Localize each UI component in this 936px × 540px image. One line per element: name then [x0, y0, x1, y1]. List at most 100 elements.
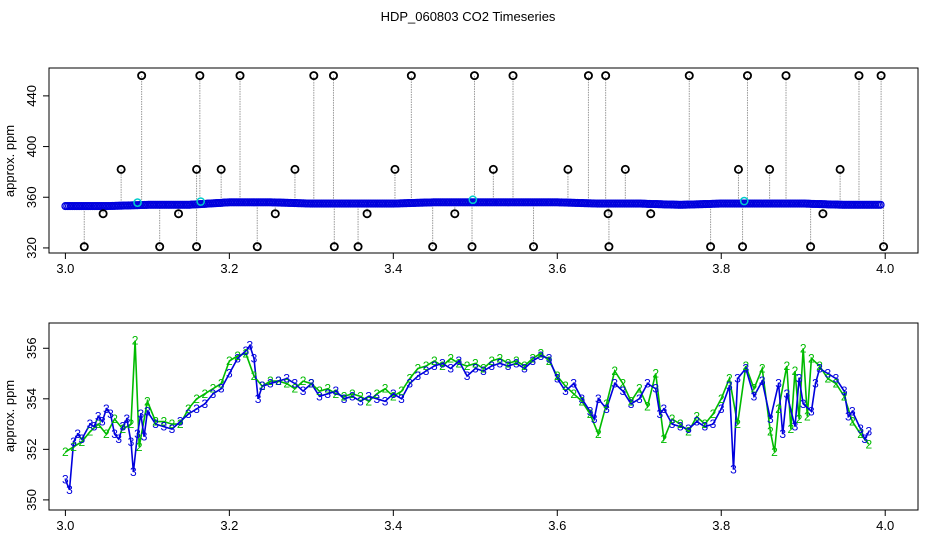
bottom-series-3-marker: 3 — [620, 384, 627, 398]
bottom-series-2-marker: 2 — [611, 364, 618, 378]
bottom-series-2-marker: 2 — [833, 377, 840, 391]
bottom-series-2-marker: 2 — [144, 394, 151, 408]
top-outlier-low — [879, 242, 889, 252]
top-outlier-high — [406, 71, 416, 81]
bottom-series-3-marker: 3 — [611, 377, 618, 391]
bottom-series-2-marker: 2 — [218, 377, 225, 391]
bottom-series-2-marker: 2 — [193, 392, 200, 406]
bottom-series-2-marker: 2 — [160, 415, 167, 429]
bottom-series-3-marker: 3 — [160, 420, 167, 434]
bottom-series-2-marker: 2 — [701, 417, 708, 431]
bottom-series-2-marker: 2 — [726, 372, 733, 386]
bottom-series-3-marker: 3 — [333, 384, 340, 398]
bottom-y-axis-label: approx. ppm — [2, 380, 17, 452]
top-outlier-low2 — [98, 209, 108, 219]
bottom-series-2-marker: 2 — [620, 377, 627, 391]
top-outlier-low — [604, 242, 614, 252]
bottom-x-tick-label: 3.4 — [384, 518, 402, 533]
top-data-point — [876, 200, 885, 209]
top-highlight-point — [133, 198, 142, 207]
top-outlier-low — [706, 242, 716, 252]
bottom-series-3-marker: 3 — [628, 397, 635, 411]
bottom-series-2-marker: 2 — [742, 359, 749, 373]
bottom-series-3-marker: 3 — [111, 427, 118, 441]
top-outlier-low — [192, 242, 202, 252]
top-outlier-mid — [216, 164, 226, 174]
bottom-series-3-marker: 3 — [439, 356, 446, 370]
bottom-series-2-marker: 2 — [521, 359, 528, 373]
bottom-series-2-marker: 2 — [480, 362, 487, 376]
bottom-series-3-marker: 3 — [66, 483, 73, 497]
bottom-series-3-marker: 3 — [861, 432, 868, 446]
bottom-series-3-marker: 3 — [128, 435, 135, 449]
bottom-series-2-marker: 2 — [62, 445, 69, 459]
bottom-series-3-marker: 3 — [324, 387, 331, 401]
bottom-series-3-marker: 3 — [267, 377, 274, 391]
bottom-series-3-marker: 3 — [423, 364, 430, 378]
bottom-series-2-marker: 2 — [693, 410, 700, 424]
bottom-series-3-marker: 3 — [87, 417, 94, 431]
bottom-series-3-marker: 3 — [365, 389, 372, 403]
bottom-series-3-marker: 3 — [74, 427, 81, 441]
bottom-series-3-marker: 3 — [480, 364, 487, 378]
bottom-series-3-marker: 3 — [792, 420, 799, 434]
bottom-series-3-marker: 3 — [193, 402, 200, 416]
top-outlier-low2 — [603, 209, 613, 219]
chart-title: HDP_060803 CO2 Timeseries — [380, 9, 556, 24]
bottom-series-2-marker: 2 — [644, 399, 651, 413]
bottom-series-3-marker: 3 — [226, 367, 233, 381]
bottom-series-3-marker: 3 — [570, 377, 577, 391]
bottom-y-tick-label: 354 — [24, 388, 39, 410]
bottom-series-2-marker: 2 — [759, 362, 766, 376]
bottom-series-3-marker: 3 — [693, 415, 700, 429]
bottom-series-2-marker: 2 — [771, 445, 778, 459]
bottom-series-3-marker: 3 — [456, 354, 463, 368]
bottom-series-3-marker: 3 — [783, 387, 790, 401]
bottom-series-2-marker: 2 — [111, 412, 118, 426]
bottom-series-2-marker: 2 — [349, 387, 356, 401]
bottom-series-3-marker: 3 — [464, 369, 471, 383]
top-outlier-mid — [290, 164, 300, 174]
top-outlier-high — [781, 71, 791, 81]
bottom-series-3-marker: 3 — [591, 412, 598, 426]
bottom-series-2-marker: 2 — [751, 382, 758, 396]
bottom-series-2-marker: 2 — [87, 425, 94, 439]
bottom-series-2-marker: 2 — [324, 382, 331, 396]
bottom-series-3-marker: 3 — [742, 362, 749, 376]
top-outlier-high — [328, 71, 338, 81]
bottom-series-3-marker: 3 — [70, 435, 77, 449]
top-outlier-low2 — [818, 209, 828, 219]
bottom-series-3-marker: 3 — [730, 463, 737, 477]
top-outlier-high — [601, 71, 611, 81]
bottom-series-3-marker: 3 — [685, 422, 692, 436]
bottom-series-2-marker: 2 — [406, 372, 413, 386]
top-outlier-high — [235, 71, 245, 81]
bottom-series-3-marker: 3 — [857, 422, 864, 436]
bottom-series-2-marker: 2 — [718, 392, 725, 406]
bottom-series-3-marker: 3 — [251, 351, 258, 365]
bottom-series-3-marker: 3 — [718, 402, 725, 416]
bottom-series-2-marker: 2 — [775, 402, 782, 416]
bottom-series-2-marker: 2 — [816, 359, 823, 373]
bottom-series-2-marker: 2 — [849, 415, 856, 429]
bottom-series-3-marker: 3 — [833, 372, 840, 386]
bottom-series-2-marker: 2 — [488, 354, 495, 368]
bottom-series-3-marker: 3 — [759, 374, 766, 388]
bottom-series-3-marker: 3 — [431, 359, 438, 373]
bottom-series-3-marker: 3 — [390, 387, 397, 401]
bottom-series-3-marker: 3 — [603, 402, 610, 416]
bottom-series-2-marker: 2 — [316, 384, 323, 398]
top-x-tick-label: 4.0 — [876, 261, 894, 276]
top-panel: 3.0 3.2 3.4 3.6 3.8 4.0 320 360 400 440 approx. pp… — [2, 67, 919, 276]
bottom-series-3-marker: 3 — [800, 397, 807, 411]
top-y-tick-label: 440 — [24, 85, 39, 107]
bottom-series-3-marker: 3 — [242, 344, 249, 358]
bottom-series-3-marker: 3 — [275, 374, 282, 388]
bottom-series-3-marker: 3 — [595, 392, 602, 406]
bottom-series-3-marker: 3 — [669, 417, 676, 431]
bottom-series-3-marker: 3 — [218, 382, 225, 396]
bottom-series-3-marker: 3 — [521, 362, 528, 376]
bottom-series-3-marker: 3 — [824, 367, 831, 381]
bottom-series-3-marker: 3 — [472, 362, 479, 376]
bottom-series-3-marker: 3 — [341, 392, 348, 406]
